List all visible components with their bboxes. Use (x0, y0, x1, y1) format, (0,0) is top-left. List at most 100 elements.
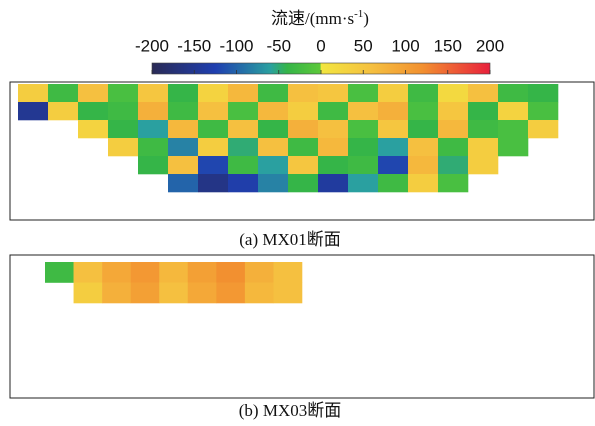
heatmap-cell (348, 174, 379, 193)
heatmap-cell (168, 102, 199, 121)
heatmap-cell (288, 120, 319, 139)
panel-frame (9, 254, 595, 399)
heatmap-cell (498, 84, 529, 103)
heatmap-cell (318, 102, 349, 121)
panel-frame (9, 81, 595, 221)
heatmap-cell (108, 84, 139, 103)
heatmap-cell (159, 282, 189, 304)
colorbar-title: 流速/(mm·s-1) (271, 8, 369, 28)
heatmap-cell (288, 138, 319, 157)
heatmap-cell (438, 84, 469, 103)
heatmap-cell (138, 102, 169, 121)
heatmap-cell (273, 262, 303, 283)
heatmap-cell (258, 156, 289, 175)
heatmap-cell (244, 262, 274, 283)
heatmap-cell (138, 120, 169, 139)
heatmap-cell (45, 262, 74, 283)
heatmap-cell (258, 102, 289, 121)
panel-caption: (a) MX01断面 (239, 230, 341, 249)
heatmap-cell (528, 102, 559, 121)
heatmap-cell (78, 84, 109, 103)
colorbar-tick-label: 150 (434, 36, 462, 55)
heatmap-cell (348, 102, 379, 121)
heatmap-cell (318, 156, 349, 175)
heatmap-cell (498, 138, 529, 157)
colorbar-tick-label: -50 (266, 36, 291, 55)
heatmap-cell (228, 120, 259, 139)
heatmap-cell (378, 120, 409, 139)
heatmap-cell (378, 84, 409, 103)
heatmap-cell (378, 102, 409, 121)
colorbar-tick-label: 50 (354, 36, 373, 55)
heatmap-cell (73, 282, 103, 304)
heatmap-cell (468, 84, 499, 103)
heatmap-cell (108, 120, 139, 139)
heatmap-cell (228, 84, 259, 103)
heatmap-cell (168, 120, 199, 139)
heatmap-cell (216, 282, 246, 304)
heatmap-cell (468, 156, 499, 175)
heatmap-cell (318, 174, 349, 193)
heatmap-cell (318, 120, 349, 139)
heatmap-cell (258, 174, 289, 193)
colorbar-title-end: ) (363, 9, 369, 28)
heatmap-cell (468, 120, 499, 139)
heatmap-cell (258, 138, 289, 157)
heatmap-cell (130, 282, 160, 304)
heatmap-cell (408, 120, 439, 139)
heatmap-cell (48, 84, 79, 103)
colorbar-title-text: 流速/(mm·s (271, 9, 354, 28)
heatmap-cell (498, 120, 529, 139)
heatmap-cell (258, 120, 289, 139)
heatmap-cell (216, 262, 246, 283)
heatmap-cell (288, 156, 319, 175)
heatmap-cell (318, 84, 349, 103)
colorbar-tick-label: -100 (219, 36, 253, 55)
heatmap-cell (78, 102, 109, 121)
heatmap-cell (408, 84, 439, 103)
heatmap-cell (244, 282, 274, 304)
heatmap-cell (288, 84, 319, 103)
heatmap-cell (168, 84, 199, 103)
heatmap-cell (102, 282, 131, 304)
heatmap-cell (228, 138, 259, 157)
heatmap-cell (138, 156, 169, 175)
heatmap-cell (348, 138, 379, 157)
heatmap-cell (198, 84, 229, 103)
colorbar-tick-label: 100 (391, 36, 419, 55)
heatmap-cell (468, 138, 499, 157)
heatmap-cell (102, 262, 131, 283)
heatmap-cell (78, 120, 109, 139)
heatmap-cell (138, 84, 169, 103)
heatmap-cell (187, 282, 217, 304)
heatmap-cell (408, 174, 439, 193)
heatmap-cell (438, 138, 469, 157)
heatmap-cell (198, 174, 229, 193)
heatmap-cell (198, 138, 229, 157)
heatmap-cell (348, 156, 379, 175)
heatmap-cell (198, 102, 229, 121)
heatmap-cell (108, 138, 139, 157)
heatmap-cell (168, 156, 199, 175)
heatmap-cell (48, 102, 79, 121)
colorbar-title-sup: -1 (354, 8, 363, 20)
heatmap-cell (438, 120, 469, 139)
heatmap-cell (73, 262, 103, 283)
panel-caption: (b) MX03断面 (239, 401, 341, 420)
heatmap-cell (228, 174, 259, 193)
heatmap-cell (130, 262, 160, 283)
heatmap-cell (168, 138, 199, 157)
heatmap-cell (198, 156, 229, 175)
heatmap-cell (438, 156, 469, 175)
heatmap-cell (138, 138, 169, 157)
heatmap-cell (288, 102, 319, 121)
heatmap-cell (468, 102, 499, 121)
heatmap-cell (498, 102, 529, 121)
heatmap-cell (528, 84, 559, 103)
heatmap-cell (348, 120, 379, 139)
colorbar-tick-label: -200 (135, 36, 169, 55)
heatmap-cell (348, 84, 379, 103)
heatmap-cell (408, 102, 439, 121)
